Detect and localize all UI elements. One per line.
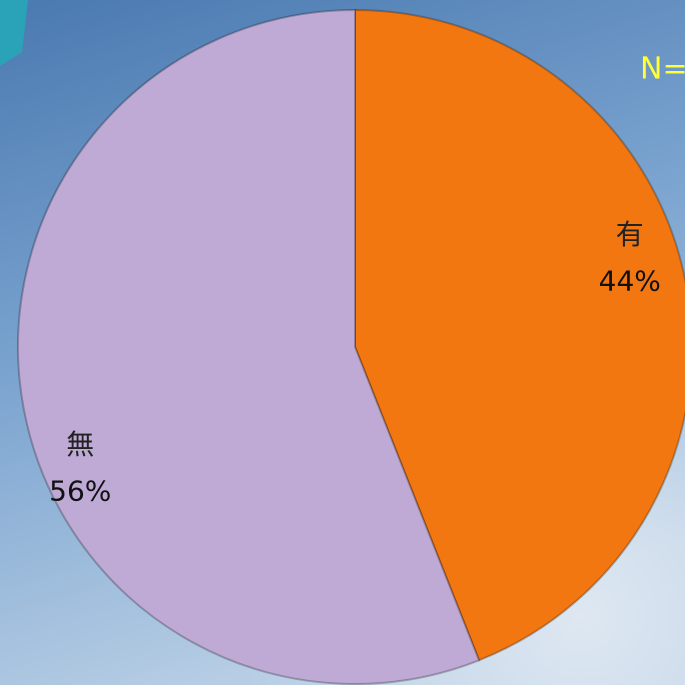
- value-label: 44%: [599, 265, 661, 298]
- category-label: 有: [616, 218, 644, 251]
- annotation: N=: [640, 52, 685, 87]
- value-label: 56%: [49, 474, 111, 507]
- pie-slice: [354, 8, 685, 662]
- pie-slice: [17, 8, 481, 685]
- corner-shape: [0, 0, 28, 66]
- category-label: 無: [66, 428, 94, 461]
